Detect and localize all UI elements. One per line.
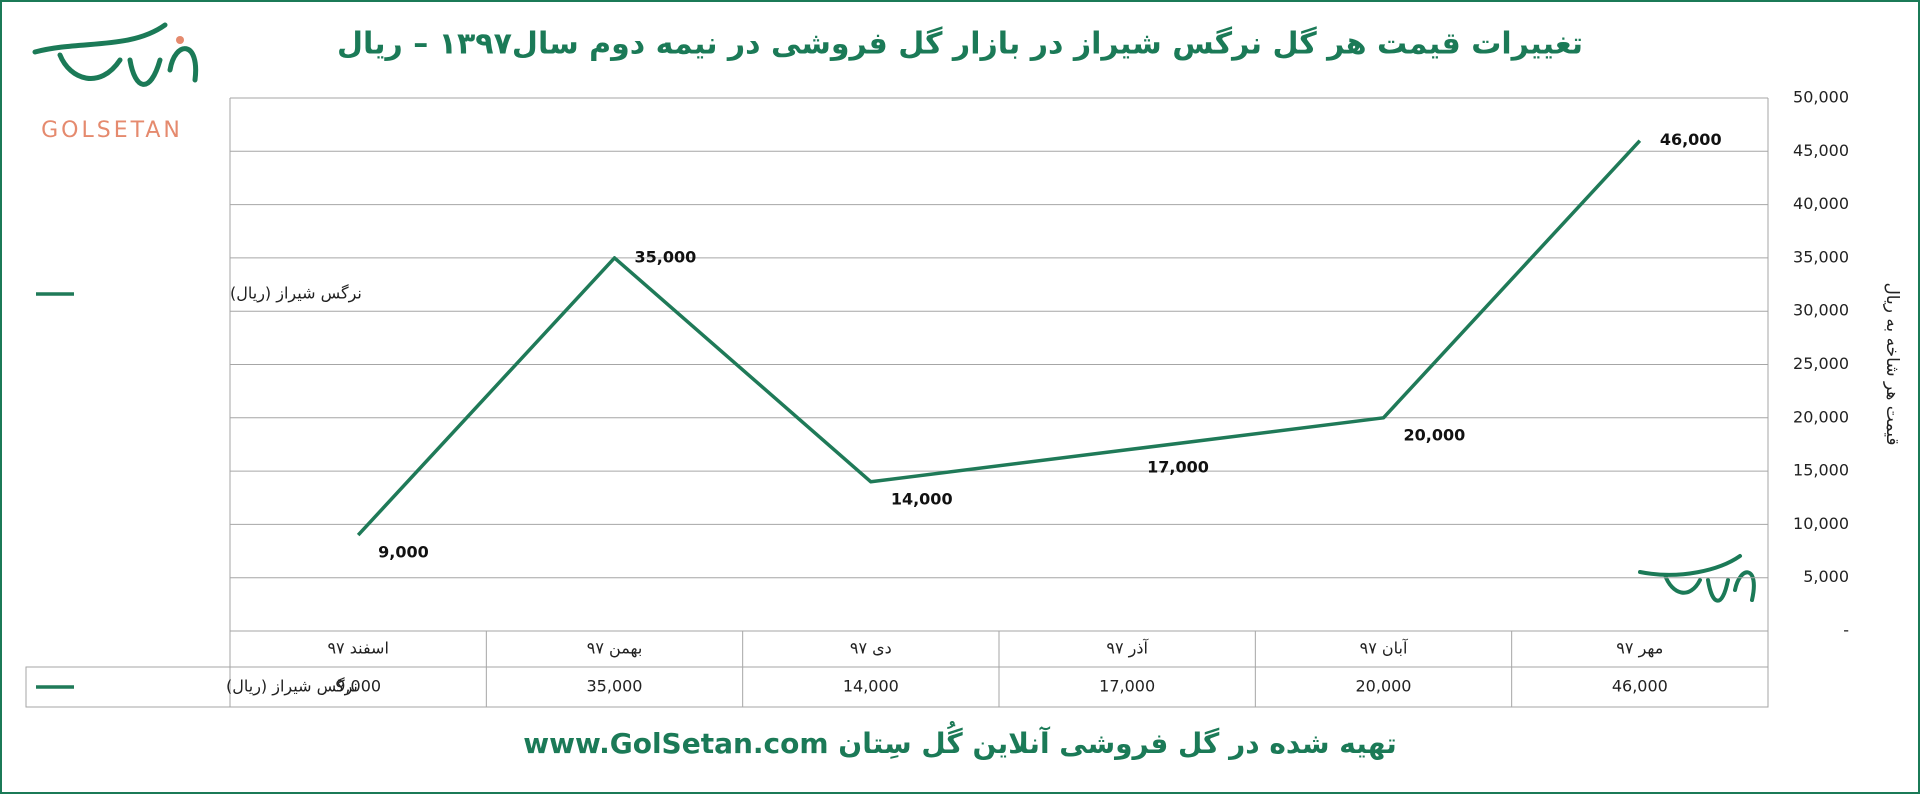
x-tick-label: مهر ۹۷	[1616, 639, 1663, 659]
table-value: 17,000	[1099, 677, 1155, 696]
x-tick-label: آذر ۹۷	[1106, 639, 1149, 659]
y-axis-title: قیمت هر شاخه به ریال	[1882, 282, 1902, 445]
series-line	[356, 139, 1642, 537]
x-tick-label: بهمن ۹۷	[587, 639, 643, 659]
y-tick-label: 45,000	[1793, 141, 1849, 160]
y-tick-label: 25,000	[1793, 354, 1849, 373]
logo-mark	[32, 22, 199, 87]
logo-text: GOLSETAN	[41, 118, 183, 143]
footer: تهیه شده در گل فروشی آنلاین گُل سِتان ww…	[523, 721, 1396, 760]
data-label: 9,000	[378, 543, 429, 562]
data-label: 35,000	[635, 247, 697, 266]
y-tick-label: 10,000	[1793, 514, 1849, 533]
y-tick-label: 30,000	[1793, 301, 1849, 320]
y-tick-label: 20,000	[1793, 407, 1849, 426]
table-value: 14,000	[843, 677, 899, 696]
table-value: 20,000	[1356, 677, 1412, 696]
x-tick-label: اسفند ۹۷	[327, 639, 388, 658]
y-tick-label: 35,000	[1793, 247, 1849, 266]
table-legend-cell	[25, 666, 1769, 708]
logo-dot	[176, 36, 184, 44]
watermark-logo	[1638, 554, 1756, 603]
x-tick-label: دی ۹۷	[850, 639, 892, 658]
chart-title: تغییرات قیمت هر گل نرگس شیراز در بازار گ…	[337, 26, 1583, 62]
table-value: 46,000	[1612, 677, 1668, 696]
logo: GOLSETAN	[32, 22, 199, 143]
x-tick-label: آبان ۹۷	[1360, 639, 1409, 658]
table-value: 9,000	[335, 677, 381, 696]
table-legend-label: نرگس شیراز (ریال)	[226, 677, 358, 697]
data-label: 17,000	[1147, 457, 1209, 476]
data-label: 20,000	[1404, 425, 1466, 444]
y-tick-label: -	[1843, 621, 1849, 640]
data-label: 14,000	[891, 489, 953, 508]
y-tick-label: 40,000	[1793, 194, 1849, 213]
data-label: 46,000	[1660, 130, 1722, 149]
y-tick-label: 15,000	[1793, 461, 1849, 480]
table-value: 35,000	[587, 677, 643, 696]
legend-label: نرگس شیراز (ریال)	[230, 284, 362, 304]
y-tick-label: 50,000	[1793, 88, 1849, 107]
y-tick-label: 5,000	[1803, 567, 1849, 586]
